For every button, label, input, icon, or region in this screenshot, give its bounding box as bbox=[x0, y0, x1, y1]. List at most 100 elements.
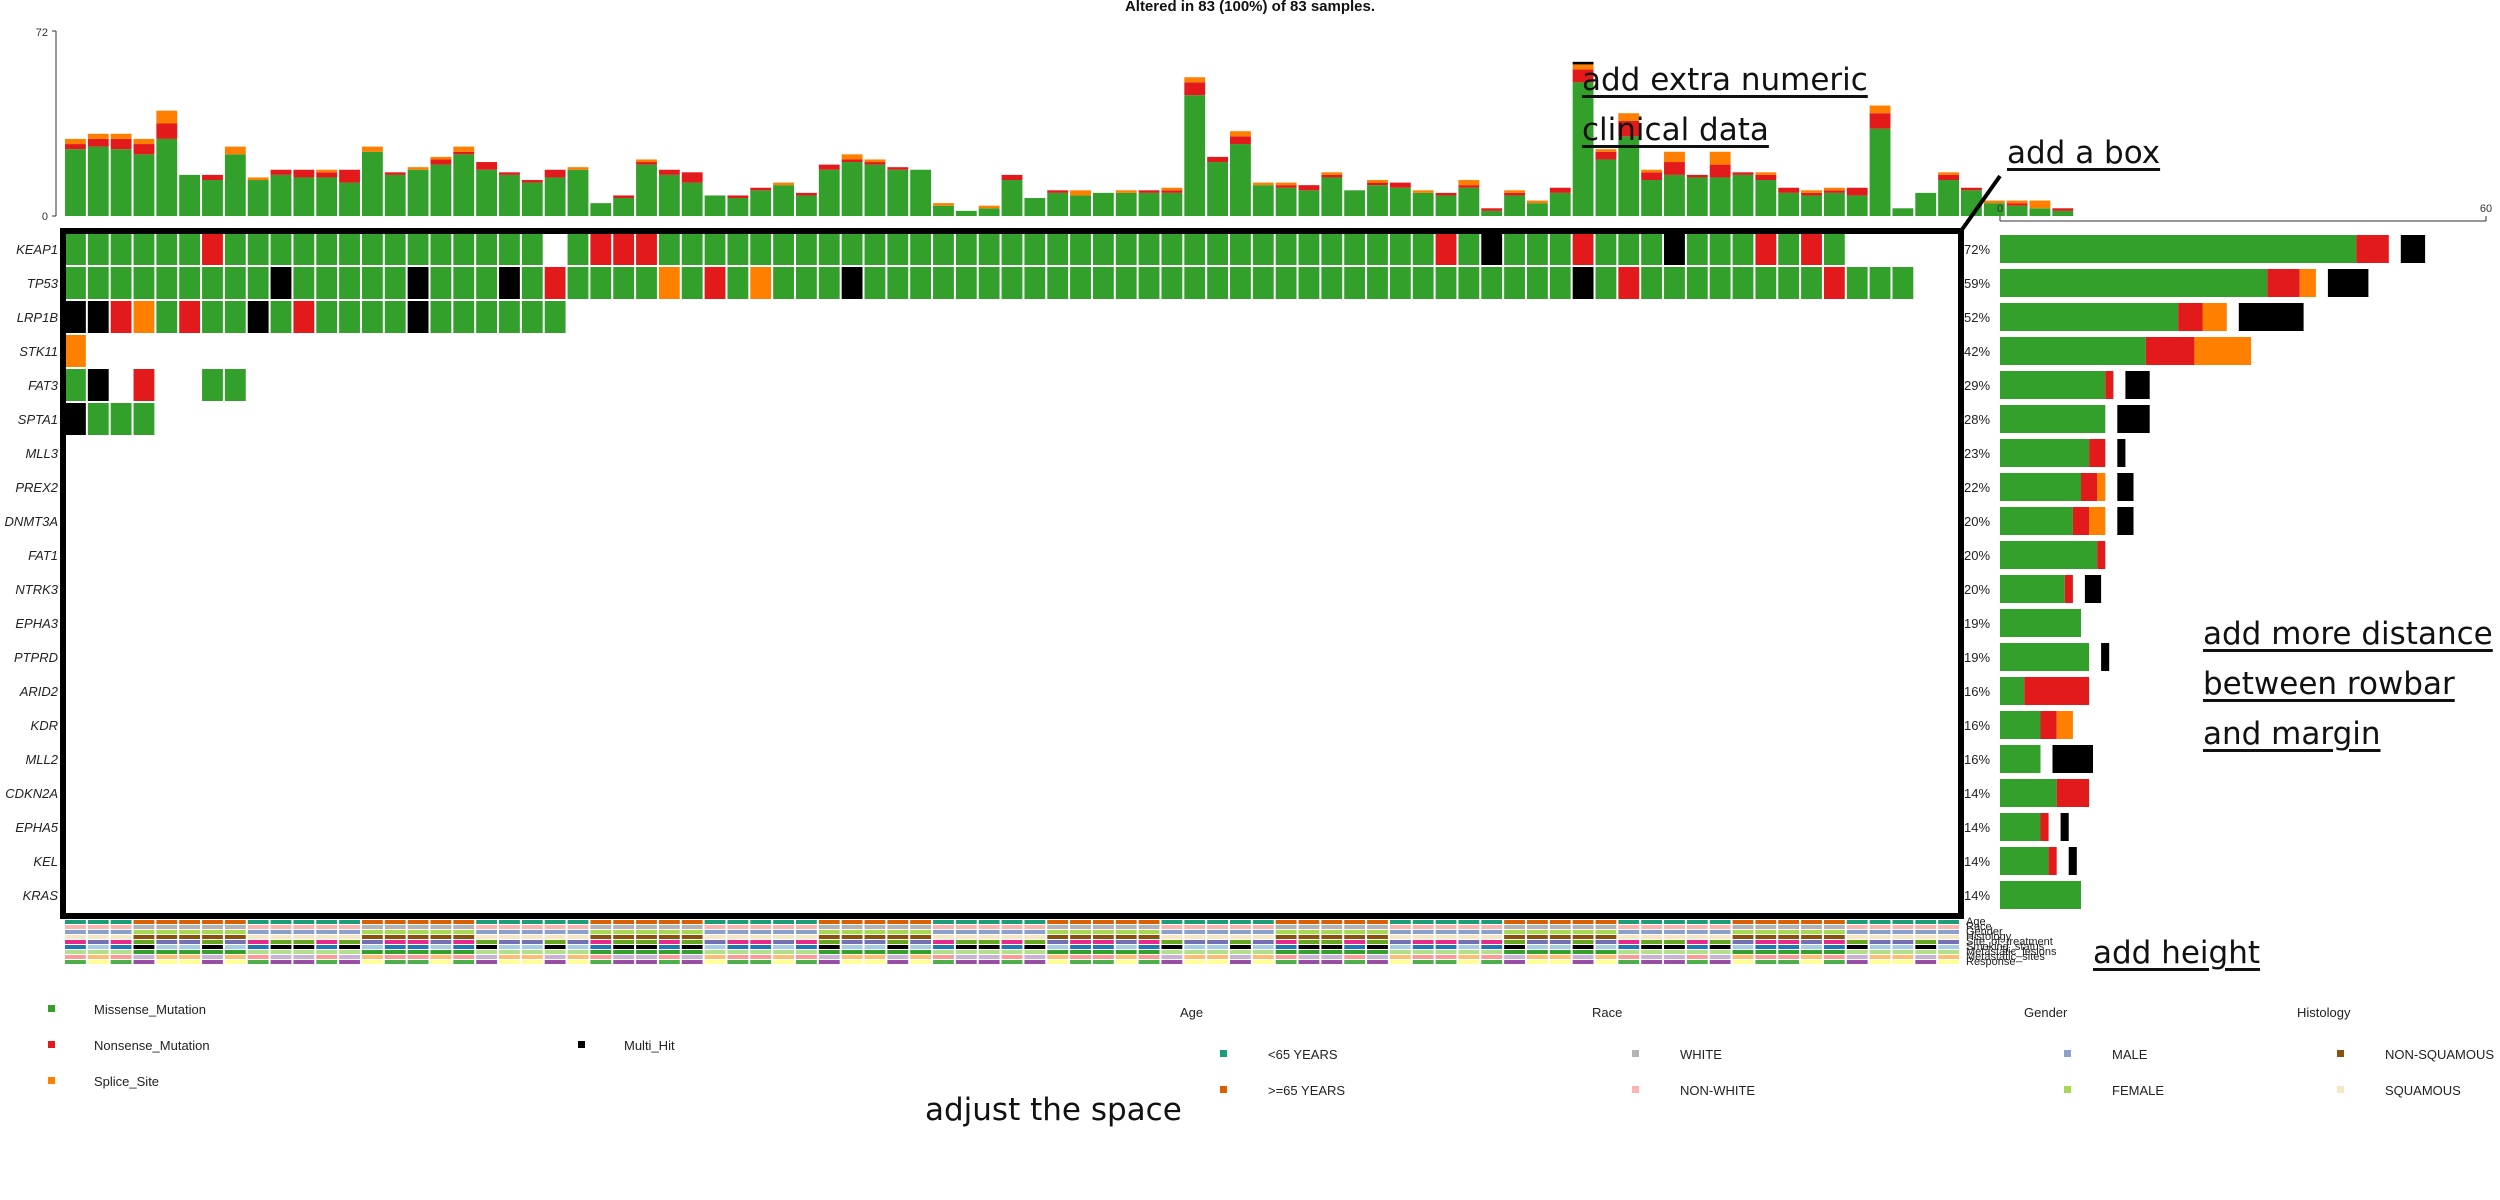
matrix-cell bbox=[270, 233, 292, 265]
clinical-cell bbox=[795, 940, 817, 944]
matrix-cell bbox=[293, 233, 315, 265]
gene-label: MLL3 bbox=[25, 446, 58, 461]
clinical-cell bbox=[1321, 960, 1343, 964]
clinical-cell bbox=[1732, 920, 1754, 924]
gene-percent: 22% bbox=[1964, 480, 1990, 495]
clinical-cell bbox=[1938, 930, 1959, 934]
top-bar bbox=[1846, 187, 1868, 196]
clinical-cell bbox=[773, 940, 794, 944]
clinical-cell bbox=[453, 950, 475, 954]
clinical-cell bbox=[1435, 935, 1457, 939]
annotation-add-distance-line1: add more distance bbox=[2203, 616, 2493, 652]
clinical-cell bbox=[1869, 940, 1891, 944]
clinical-cell bbox=[110, 960, 132, 964]
top-bar bbox=[658, 169, 680, 175]
clinical-cell bbox=[1321, 920, 1343, 924]
clinical-cell bbox=[1892, 960, 1914, 964]
top-bar bbox=[1823, 187, 1845, 191]
top-bar bbox=[727, 195, 749, 199]
matrix-cell bbox=[1298, 233, 1320, 265]
clinical-cell bbox=[1915, 940, 1937, 944]
top-bar bbox=[818, 164, 840, 170]
clinical-cell bbox=[955, 935, 977, 939]
clinical-cell bbox=[361, 935, 383, 939]
clinical-cell bbox=[727, 945, 749, 949]
clinical-cell bbox=[1389, 955, 1411, 959]
clinical-cell bbox=[1389, 945, 1411, 949]
clinical-cell bbox=[339, 940, 360, 944]
clinical-cell bbox=[270, 920, 292, 924]
clinical-cell bbox=[202, 930, 223, 934]
top-bar bbox=[270, 169, 292, 175]
gene-label: ARID2 bbox=[19, 684, 59, 699]
clinical-cell bbox=[1458, 930, 1480, 934]
matrix-cell bbox=[179, 233, 201, 265]
matrix-cell bbox=[247, 233, 269, 265]
clinical-cell bbox=[476, 925, 498, 929]
legend-label: NON-WHITE bbox=[1680, 1083, 1755, 1098]
clinical-cell bbox=[202, 955, 223, 959]
clinical-cell bbox=[499, 935, 520, 939]
clinical-cell bbox=[1641, 925, 1663, 929]
top-bar bbox=[1618, 136, 1640, 216]
clinical-cell bbox=[590, 940, 612, 944]
matrix-cell bbox=[361, 301, 383, 333]
clinical-cell bbox=[247, 930, 269, 934]
clinical-cell bbox=[1275, 925, 1297, 929]
clinical-cell bbox=[1070, 955, 1091, 959]
clinical-cell bbox=[1024, 950, 1046, 954]
top-bar bbox=[1778, 187, 1800, 193]
clinical-cell bbox=[133, 950, 155, 954]
clinical-cell bbox=[1458, 940, 1480, 944]
clinical-cell bbox=[933, 920, 954, 924]
clinical-cell bbox=[339, 920, 360, 924]
matrix-cell bbox=[1138, 267, 1160, 299]
clinical-cell bbox=[1435, 940, 1457, 944]
clinical-cell bbox=[1321, 955, 1343, 959]
top-bar bbox=[795, 192, 817, 196]
clinical-cell bbox=[704, 920, 726, 924]
matrix-cell bbox=[1298, 267, 1320, 299]
clinical-cell bbox=[841, 925, 863, 929]
matrix-cell bbox=[339, 301, 360, 333]
clinical-cell bbox=[87, 960, 109, 964]
top-bar bbox=[1595, 149, 1617, 152]
matrix-cell bbox=[1732, 233, 1754, 265]
matrix-cell bbox=[1823, 233, 1845, 265]
clinical-cell bbox=[1435, 945, 1457, 949]
clinical-cell bbox=[1755, 945, 1777, 949]
clinical-cell bbox=[316, 930, 338, 934]
matrix-cell bbox=[1389, 233, 1411, 265]
clinical-cell bbox=[1504, 935, 1525, 939]
clinical-cell bbox=[1732, 955, 1754, 959]
top-bar bbox=[202, 174, 223, 181]
clinical-cell bbox=[1915, 955, 1937, 959]
clinical-cell bbox=[1549, 935, 1571, 939]
top-bar bbox=[773, 182, 794, 186]
matrix-cell bbox=[224, 369, 246, 401]
clinical-cell bbox=[887, 935, 909, 939]
top-bar bbox=[430, 164, 452, 216]
clinical-cell bbox=[773, 945, 794, 949]
gene-percent: 20% bbox=[1964, 582, 1990, 597]
clinical-cell bbox=[567, 945, 589, 949]
top-bar bbox=[795, 195, 817, 216]
clinical-cell bbox=[1915, 945, 1937, 949]
clinical-cell bbox=[1024, 920, 1046, 924]
clinical-cell bbox=[65, 960, 86, 964]
clinical-cell bbox=[361, 950, 383, 954]
matrix-cell bbox=[87, 301, 109, 333]
clinical-cell bbox=[179, 945, 201, 949]
clinical-cell bbox=[270, 925, 292, 929]
top-bar bbox=[1732, 172, 1754, 175]
clinical-cell bbox=[1823, 955, 1845, 959]
clinical-cell bbox=[65, 950, 86, 954]
clinical-cell bbox=[955, 950, 977, 954]
top-bar bbox=[1755, 172, 1777, 175]
clinical-cell bbox=[1161, 930, 1183, 934]
clinical-cell bbox=[750, 925, 772, 929]
top-bar bbox=[1298, 185, 1320, 191]
clinical-cell bbox=[590, 930, 612, 934]
legend-label: Nonsense_Mutation bbox=[94, 1038, 210, 1053]
